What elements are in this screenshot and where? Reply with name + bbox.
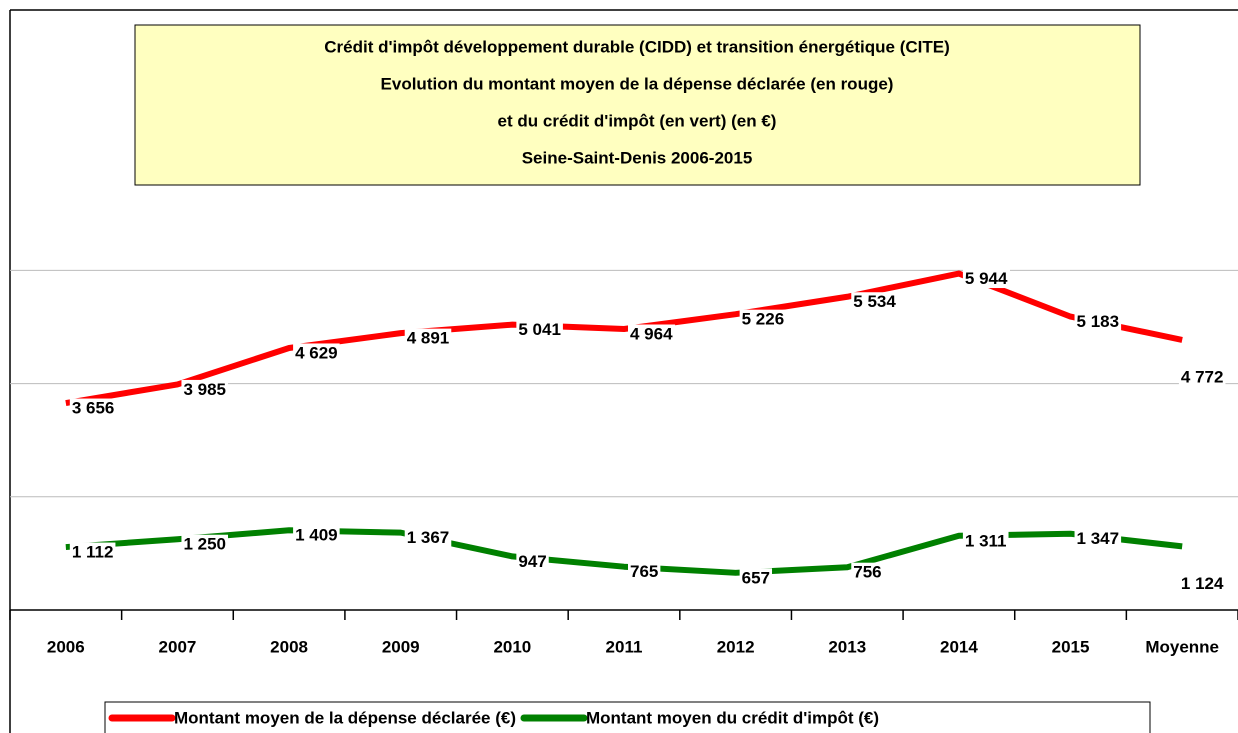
data-label-group: 3 656	[69, 398, 117, 418]
x-tick-label: 2007	[159, 637, 197, 656]
x-tick-label: 2015	[1052, 637, 1090, 656]
data-label-group: 5 183	[1074, 312, 1122, 332]
chart-title: et du crédit d'impôt (en vert) (en €)	[498, 111, 777, 130]
label-bg	[69, 398, 117, 418]
label-bg	[516, 320, 563, 340]
data-label: 5 534	[853, 292, 896, 311]
data-label: 765	[630, 562, 658, 581]
data-label: 5 183	[1077, 312, 1120, 331]
x-tick-label: 2009	[382, 637, 420, 656]
legend-label: Montant moyen de la dépense déclarée (€)	[174, 708, 516, 727]
data-label-group: 5 226	[739, 309, 787, 329]
x-tick-label: 2008	[270, 637, 308, 656]
data-label-group: 1 367	[404, 528, 452, 548]
data-label: 4 964	[630, 325, 673, 344]
data-label-group: 4 629	[293, 343, 340, 363]
legend-label: Montant moyen du crédit d'impôt (€)	[586, 708, 879, 727]
legend: Montant moyen de la dépense déclarée (€)…	[108, 708, 879, 727]
data-label-group: 5 944	[962, 269, 1010, 289]
label-bg	[516, 551, 549, 571]
label-bg	[628, 562, 661, 582]
x-tick-label: 2010	[493, 637, 531, 656]
data-label: 947	[518, 552, 546, 571]
data-label-group: 657	[739, 568, 773, 588]
chart-title: Evolution du montant moyen de la dépense…	[381, 74, 894, 93]
data-label: 5 226	[742, 310, 785, 329]
label-bg	[1074, 312, 1122, 332]
data-label-group: 5 041	[516, 320, 563, 340]
label-bg	[181, 379, 229, 399]
x-tick-label: Moyenne	[1145, 637, 1219, 656]
line	[65, 527, 1183, 576]
title: Crédit d'impôt développement durable (CI…	[324, 37, 950, 167]
label-bg	[1178, 573, 1226, 593]
data-label-group: 4 772	[1178, 367, 1226, 387]
label-bg	[851, 292, 899, 312]
data-label: 1 409	[295, 526, 338, 545]
data-label-group: 3 985	[181, 379, 229, 399]
data-label-group: 4 964	[628, 324, 676, 344]
data-label-group: 1 311	[962, 531, 1009, 551]
title-box	[134, 24, 1141, 186]
label-bg	[962, 269, 1010, 289]
label-bg	[1178, 367, 1226, 387]
data-label: 1 367	[407, 528, 450, 547]
label-bg	[739, 309, 787, 329]
data-label: 756	[853, 563, 881, 582]
data-label-group: 756	[851, 562, 884, 582]
data-label-group: 5 534	[851, 292, 899, 312]
data-label: 657	[742, 568, 770, 587]
data-label: 4 629	[295, 343, 338, 362]
label-bg	[404, 328, 452, 348]
plot: 3 656 3 985 4 629 4 891 5 041 4 964 5 226 5 534…	[65, 269, 1226, 593]
label-bg	[851, 562, 884, 582]
x-tick-label: 2006	[47, 637, 85, 656]
data-label: 5 944	[965, 269, 1008, 288]
label-bg	[404, 528, 452, 548]
data-label: 1 347	[1077, 529, 1120, 548]
data-label-group: 1 124	[1178, 573, 1226, 593]
data-label: 3 985	[183, 380, 226, 399]
x-tick-label: 2012	[717, 637, 755, 656]
label-bg	[293, 343, 340, 363]
label-bg	[69, 542, 116, 562]
chart-title: Crédit d'impôt développement durable (CI…	[324, 37, 950, 56]
data-label-group: 1 250	[181, 534, 229, 554]
label-bg	[293, 525, 340, 545]
grid: 2006 2007 2008 2009 2010 2011 2012 2013 2014 2015…	[9, 269, 1238, 656]
data-label: 1 112	[72, 543, 114, 562]
data-label-group: 1 347	[1074, 529, 1122, 549]
data-label: 1 124	[1181, 574, 1224, 593]
data-label: 5 041	[518, 320, 561, 339]
x-tick-label: 2013	[828, 637, 866, 656]
label-bg	[1074, 529, 1122, 549]
label-bg	[962, 531, 1009, 551]
data-label-group: 1 409	[293, 525, 340, 545]
x-tick-label: 2014	[940, 637, 978, 656]
data-label: 1 250	[183, 535, 226, 554]
label-bg	[181, 534, 229, 554]
chart-title: Seine-Saint-Denis 2006-2015	[522, 148, 753, 167]
legend-box	[104, 701, 1151, 733]
label-bg	[628, 324, 676, 344]
data-label-group: 4 891	[404, 328, 452, 348]
data-label-group: 947	[516, 551, 549, 571]
data-label: 4 772	[1181, 367, 1224, 386]
x-tick-label: 2011	[606, 637, 643, 656]
data-label: 1 311	[965, 531, 1007, 550]
data-label-group: 765	[628, 562, 661, 582]
data-label: 3 656	[72, 399, 115, 418]
data-label: 4 891	[407, 329, 450, 348]
label-bg	[739, 568, 773, 588]
data-label-group: 1 112	[69, 542, 116, 562]
